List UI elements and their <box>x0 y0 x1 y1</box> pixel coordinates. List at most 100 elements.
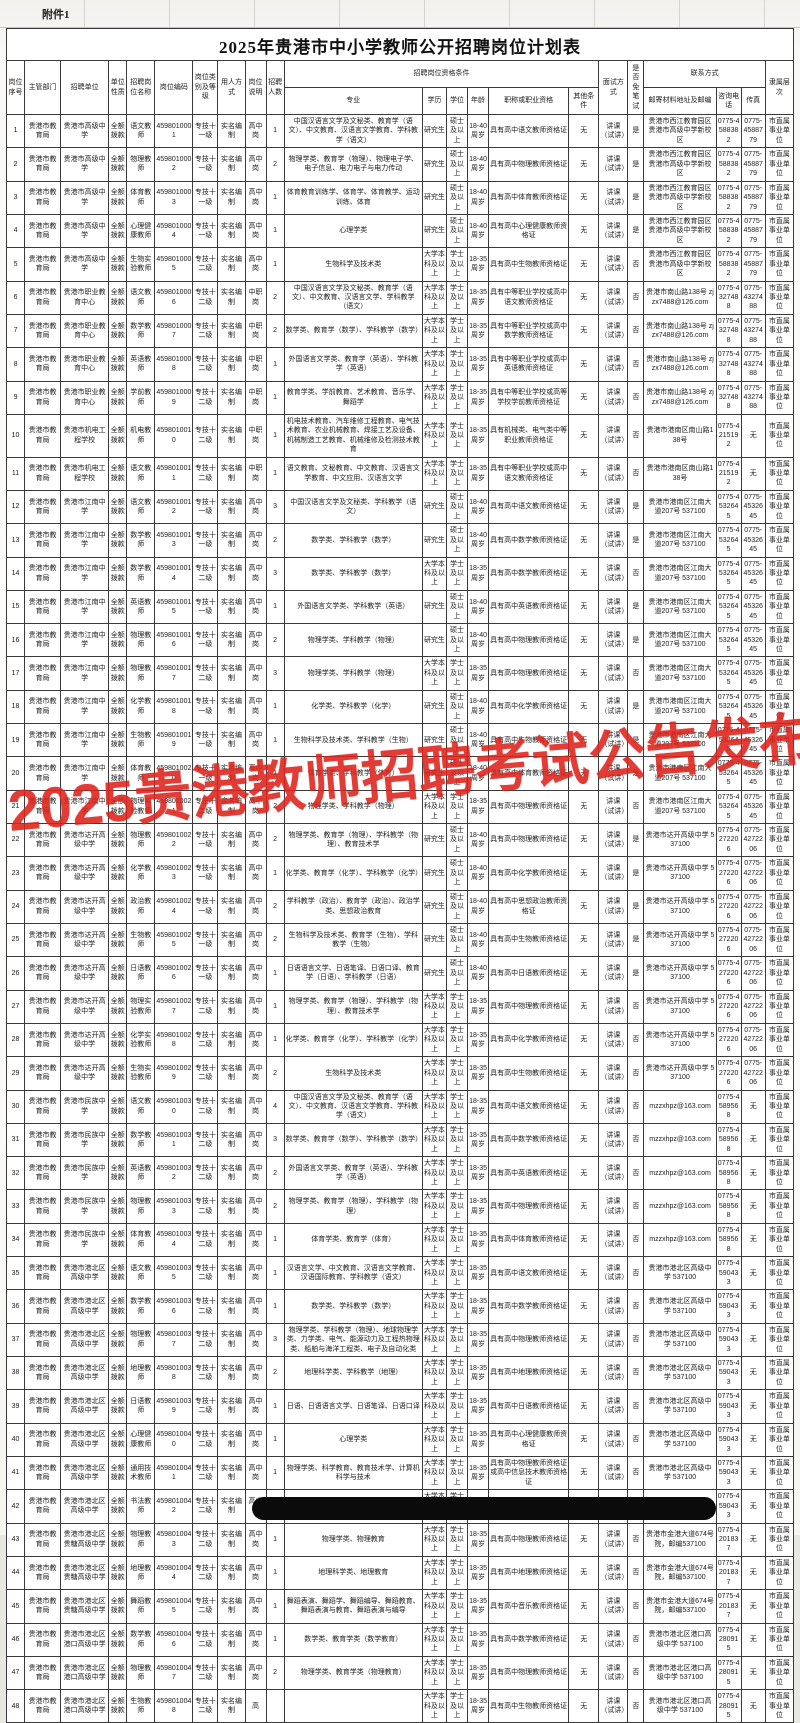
table-cell: 学士及以上 <box>445 380 469 415</box>
table-cell: 实名编制 <box>217 689 246 725</box>
table-cell: 贵港市西江教育园区贵港市高级中学新校区 <box>643 213 717 249</box>
table-row: 21 贵港市教育局 贵港市江南中学 全额拨款 物理实验教师 4598010021 专技十二级… <box>5 789 795 825</box>
table-cell: 无 <box>740 1389 766 1424</box>
table-cell: 无 <box>568 113 600 149</box>
table-cell: 讲课（试讲） <box>598 147 629 182</box>
table-cell: 硕士及以上 <box>445 589 469 625</box>
table-cell: 学科教学（政治）、教育学（政治）、政治学类、思想政治教育 <box>283 889 423 924</box>
table-cell: 讲课（试讲） <box>598 1422 629 1457</box>
table-cell: 通用技术教师 <box>126 1455 156 1491</box>
table-cell: 专技十二级 <box>192 1322 219 1358</box>
table-cell: 无 <box>740 1122 766 1158</box>
table-cell: 硕士及以上 <box>445 180 469 215</box>
table-cell: 日语、日语语言文学、日语笔译、日语口译 <box>283 1389 423 1424</box>
table-cell: 6 <box>5 280 26 315</box>
table-cell: 34 <box>5 1222 26 1258</box>
table-cell: 市直属事业单位 <box>764 213 795 249</box>
table-cell: 21 <box>5 789 26 825</box>
table-cell: 实名编制 <box>217 922 246 958</box>
table-cell: 1 <box>5 113 26 149</box>
table-row: 17 贵港市教育局 贵港市江南中学 全额拨款 物理教师 4598010017 专技十二级 实名… <box>5 656 795 691</box>
table-cell: 0775-4532645 <box>715 489 742 525</box>
table-cell: 否 <box>627 247 645 282</box>
table-cell: 0775-4272206 <box>715 822 742 858</box>
table-cell: 贵港市教育局 <box>24 556 62 591</box>
table-cell: 17 <box>5 656 26 691</box>
table-row: 31 贵港市教育局 贵港市民族中学 全额拨款 数学教师 4598010031 专技十二级 实名… <box>5 1122 795 1158</box>
table-cell: 实名编制 <box>217 380 246 415</box>
table-cell: 0775-4532645 <box>740 623 766 658</box>
table-cell: 是 <box>627 856 645 891</box>
table-cell: 0775-4589568 <box>715 1122 742 1158</box>
table-cell: 4598010006 <box>154 280 194 315</box>
table-cell: 1 <box>265 380 285 415</box>
table-cell: 贵港市教育局 <box>24 1655 62 1691</box>
table-cell: 市直属事业单位 <box>764 1655 795 1691</box>
table-cell: 实名编制 <box>217 1489 246 1524</box>
table-cell: 贵港市民族中学 <box>60 1189 110 1224</box>
table-row: 27 贵港市教育局 贵港市达开高级中学 全额拨款 物理实验教师 4598010027 专技十… <box>5 989 795 1024</box>
table-cell: 18-35周岁 <box>467 556 490 591</box>
table-cell: 0775-4272206 <box>715 956 742 991</box>
table-cell <box>283 1689 423 1723</box>
table-cell: 是 <box>627 689 645 725</box>
table-cell: 学士及以上 <box>445 456 469 491</box>
table-cell: 具有高中化学教师资格证 <box>488 689 570 725</box>
table-cell: 贵港市江南中学 <box>60 623 110 658</box>
table-cell: 学士及以上 <box>445 1189 469 1224</box>
table-cell: 市直属事业单位 <box>764 1555 795 1591</box>
table-cell: 化学教师 <box>126 856 156 891</box>
table-cell: 4598010035 <box>154 1256 194 1291</box>
table-cell: 4598010045 <box>154 1589 194 1624</box>
table-cell: 书法教师 <box>126 1489 156 1524</box>
table-cell: 3 <box>265 656 285 691</box>
table-cell: 无 <box>740 1489 766 1524</box>
table-cell: 无 <box>568 889 600 924</box>
table-cell: 4598010027 <box>154 989 194 1024</box>
table-cell: 4598010038 <box>154 1355 194 1391</box>
table-cell: 汉语言文学、中文教育、汉语言文学教育、汉语国际教育、学科教学（语文） <box>283 1256 423 1291</box>
table-cell: 无 <box>568 1555 600 1591</box>
table-cell: 语文教师 <box>126 1256 156 1291</box>
table-cell: 市直属事业单位 <box>764 1189 795 1224</box>
table-cell: 专技十二级 <box>192 1022 219 1058</box>
table-cell: mzzxhpz@163.com <box>643 1122 717 1158</box>
table-cell: 学士及以上 <box>445 1156 469 1191</box>
table-cell: 高中岗 <box>244 956 267 991</box>
table-cell: 4598010040 <box>154 1422 194 1457</box>
table-cell: 贵港市机电工程学校 <box>60 413 110 458</box>
table-cell: 实名编制 <box>217 1189 246 1224</box>
table-cell: 学士及以上 <box>445 313 469 349</box>
table-cell: 高中岗 <box>244 656 267 691</box>
table-cell: 实名编制 <box>217 1655 246 1691</box>
table-cell: 高中岗 <box>244 556 267 591</box>
table-cell: 4598010013 <box>154 523 194 558</box>
table-cell: 无 <box>740 1289 766 1324</box>
table-cell: 化学类、教育学（化学）、学科教学（化学） <box>283 1022 423 1058</box>
table-row: 10 贵港市教育局 贵港市机电工程学校 全额拨款 机电教师 4598010010 专技十二级… <box>5 413 795 458</box>
table-cell: 研究生 <box>421 213 447 249</box>
table-cell: 19 <box>5 723 26 758</box>
table-cell: 大学本科及以上 <box>421 789 447 825</box>
table-cell: 贵港市港北区高级中学 <box>60 1422 110 1457</box>
table-cell: 全额拨款 <box>108 1156 128 1191</box>
table-cell: 0775-4532645 <box>715 656 742 691</box>
table-cell: 大学本科及以上 <box>421 413 447 458</box>
table-cell: 全额拨款 <box>108 1689 128 1723</box>
table-cell: 贵港市港南区江南大道207号 537100 <box>643 523 717 558</box>
table-cell: 专技十二级 <box>192 1289 219 1324</box>
table-cell: 2 <box>265 623 285 658</box>
table-cell: 贵港市教育局 <box>24 213 62 249</box>
table-cell: 0775-4327488 <box>715 380 742 415</box>
table-cell: 0775-4532645 <box>715 623 742 658</box>
table-cell: 数学教师 <box>126 523 156 558</box>
table-cell: 全额拨款 <box>108 589 128 625</box>
table-cell: 全额拨款 <box>108 1355 128 1391</box>
table-cell: 0775-4532645 <box>740 489 766 525</box>
table-cell: 0775-4532645 <box>740 523 766 558</box>
table-cell: 研究生 <box>421 180 447 215</box>
table-cell: 2 <box>265 889 285 924</box>
table-cell: 否 <box>627 1222 645 1258</box>
table-cell: 大学本科及以上 <box>421 247 447 282</box>
table-cell: 高中岗 <box>244 1289 267 1324</box>
